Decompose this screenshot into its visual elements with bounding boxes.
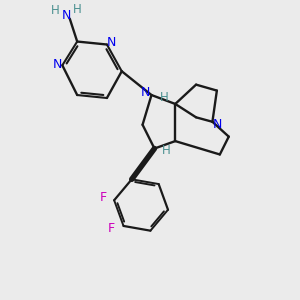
Text: N: N <box>107 36 116 49</box>
Text: H: H <box>51 4 60 17</box>
Text: F: F <box>108 222 115 235</box>
Text: F: F <box>99 191 106 204</box>
Text: N: N <box>61 9 71 22</box>
Text: H: H <box>162 143 171 157</box>
Text: H: H <box>73 3 82 16</box>
Text: H: H <box>160 91 168 104</box>
Text: N: N <box>52 58 62 71</box>
Text: N: N <box>213 118 222 131</box>
Text: N: N <box>140 85 150 99</box>
